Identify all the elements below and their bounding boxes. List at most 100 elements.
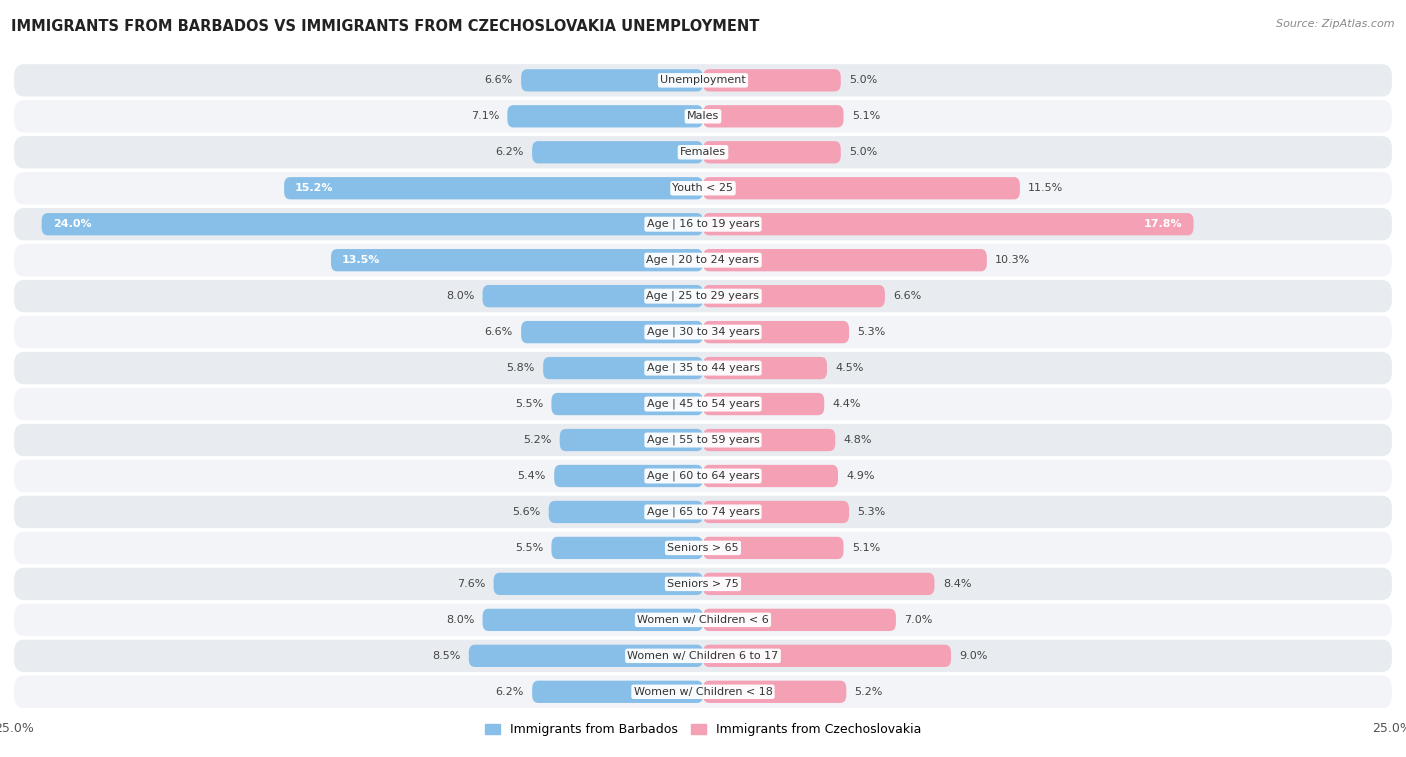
Text: 6.2%: 6.2% — [495, 687, 524, 696]
FancyBboxPatch shape — [284, 177, 703, 199]
Text: Age | 65 to 74 years: Age | 65 to 74 years — [647, 506, 759, 517]
FancyBboxPatch shape — [42, 213, 703, 235]
FancyBboxPatch shape — [14, 388, 1392, 420]
Text: 13.5%: 13.5% — [342, 255, 381, 265]
FancyBboxPatch shape — [14, 316, 1392, 348]
Text: 11.5%: 11.5% — [1028, 183, 1063, 193]
Text: 15.2%: 15.2% — [295, 183, 333, 193]
FancyBboxPatch shape — [703, 501, 849, 523]
Text: Age | 55 to 59 years: Age | 55 to 59 years — [647, 435, 759, 445]
FancyBboxPatch shape — [14, 496, 1392, 528]
Text: 5.8%: 5.8% — [506, 363, 534, 373]
FancyBboxPatch shape — [703, 609, 896, 631]
Text: 5.1%: 5.1% — [852, 543, 880, 553]
Text: 5.6%: 5.6% — [512, 507, 540, 517]
FancyBboxPatch shape — [703, 321, 849, 343]
Text: Women w/ Children < 18: Women w/ Children < 18 — [634, 687, 772, 696]
FancyBboxPatch shape — [14, 100, 1392, 132]
FancyBboxPatch shape — [703, 357, 827, 379]
Text: 5.4%: 5.4% — [517, 471, 546, 481]
FancyBboxPatch shape — [703, 213, 1194, 235]
FancyBboxPatch shape — [14, 675, 1392, 708]
FancyBboxPatch shape — [703, 681, 846, 703]
Text: Women w/ Children < 6: Women w/ Children < 6 — [637, 615, 769, 625]
Text: Age | 20 to 24 years: Age | 20 to 24 years — [647, 255, 759, 266]
FancyBboxPatch shape — [494, 573, 703, 595]
Text: 6.6%: 6.6% — [485, 327, 513, 337]
FancyBboxPatch shape — [703, 645, 950, 667]
FancyBboxPatch shape — [508, 105, 703, 127]
Text: 5.2%: 5.2% — [855, 687, 883, 696]
Text: 5.5%: 5.5% — [515, 543, 543, 553]
FancyBboxPatch shape — [703, 177, 1019, 199]
FancyBboxPatch shape — [703, 393, 824, 415]
Text: 5.0%: 5.0% — [849, 76, 877, 86]
FancyBboxPatch shape — [551, 393, 703, 415]
FancyBboxPatch shape — [14, 352, 1392, 385]
Text: 5.2%: 5.2% — [523, 435, 551, 445]
FancyBboxPatch shape — [703, 537, 844, 559]
Text: Age | 45 to 54 years: Age | 45 to 54 years — [647, 399, 759, 410]
FancyBboxPatch shape — [703, 285, 884, 307]
FancyBboxPatch shape — [703, 141, 841, 164]
FancyBboxPatch shape — [14, 640, 1392, 672]
FancyBboxPatch shape — [14, 244, 1392, 276]
Text: 5.3%: 5.3% — [858, 507, 886, 517]
FancyBboxPatch shape — [703, 429, 835, 451]
FancyBboxPatch shape — [468, 645, 703, 667]
Text: 8.0%: 8.0% — [446, 615, 474, 625]
FancyBboxPatch shape — [14, 603, 1392, 636]
Text: Age | 30 to 34 years: Age | 30 to 34 years — [647, 327, 759, 338]
Text: 4.8%: 4.8% — [844, 435, 872, 445]
FancyBboxPatch shape — [703, 465, 838, 488]
FancyBboxPatch shape — [14, 280, 1392, 313]
FancyBboxPatch shape — [548, 501, 703, 523]
FancyBboxPatch shape — [554, 465, 703, 488]
FancyBboxPatch shape — [543, 357, 703, 379]
Text: 24.0%: 24.0% — [52, 220, 91, 229]
Text: 7.1%: 7.1% — [471, 111, 499, 121]
FancyBboxPatch shape — [14, 459, 1392, 492]
FancyBboxPatch shape — [560, 429, 703, 451]
Text: Youth < 25: Youth < 25 — [672, 183, 734, 193]
Text: 8.0%: 8.0% — [446, 291, 474, 301]
Text: 6.6%: 6.6% — [485, 76, 513, 86]
FancyBboxPatch shape — [14, 531, 1392, 564]
FancyBboxPatch shape — [703, 573, 935, 595]
Text: 5.0%: 5.0% — [849, 148, 877, 157]
Text: 7.6%: 7.6% — [457, 579, 485, 589]
FancyBboxPatch shape — [14, 208, 1392, 241]
FancyBboxPatch shape — [14, 136, 1392, 169]
FancyBboxPatch shape — [531, 141, 703, 164]
Text: 9.0%: 9.0% — [959, 651, 987, 661]
Text: Males: Males — [688, 111, 718, 121]
Text: Unemployment: Unemployment — [661, 76, 745, 86]
Text: 8.4%: 8.4% — [943, 579, 972, 589]
FancyBboxPatch shape — [522, 69, 703, 92]
Text: 6.6%: 6.6% — [893, 291, 921, 301]
FancyBboxPatch shape — [14, 568, 1392, 600]
FancyBboxPatch shape — [703, 69, 841, 92]
Text: 7.0%: 7.0% — [904, 615, 932, 625]
FancyBboxPatch shape — [14, 172, 1392, 204]
FancyBboxPatch shape — [330, 249, 703, 271]
FancyBboxPatch shape — [482, 609, 703, 631]
Text: 10.3%: 10.3% — [995, 255, 1031, 265]
FancyBboxPatch shape — [522, 321, 703, 343]
Text: 6.2%: 6.2% — [495, 148, 524, 157]
FancyBboxPatch shape — [14, 64, 1392, 97]
Text: 4.4%: 4.4% — [832, 399, 860, 409]
Text: Age | 25 to 29 years: Age | 25 to 29 years — [647, 291, 759, 301]
Text: Age | 16 to 19 years: Age | 16 to 19 years — [647, 219, 759, 229]
FancyBboxPatch shape — [703, 105, 844, 127]
Text: Age | 35 to 44 years: Age | 35 to 44 years — [647, 363, 759, 373]
Text: Women w/ Children 6 to 17: Women w/ Children 6 to 17 — [627, 651, 779, 661]
Text: 5.3%: 5.3% — [858, 327, 886, 337]
Legend: Immigrants from Barbados, Immigrants from Czechoslovakia: Immigrants from Barbados, Immigrants fro… — [479, 718, 927, 741]
Text: Seniors > 65: Seniors > 65 — [668, 543, 738, 553]
Text: 5.5%: 5.5% — [515, 399, 543, 409]
FancyBboxPatch shape — [531, 681, 703, 703]
Text: IMMIGRANTS FROM BARBADOS VS IMMIGRANTS FROM CZECHOSLOVAKIA UNEMPLOYMENT: IMMIGRANTS FROM BARBADOS VS IMMIGRANTS F… — [11, 19, 759, 34]
FancyBboxPatch shape — [14, 424, 1392, 456]
Text: Females: Females — [681, 148, 725, 157]
